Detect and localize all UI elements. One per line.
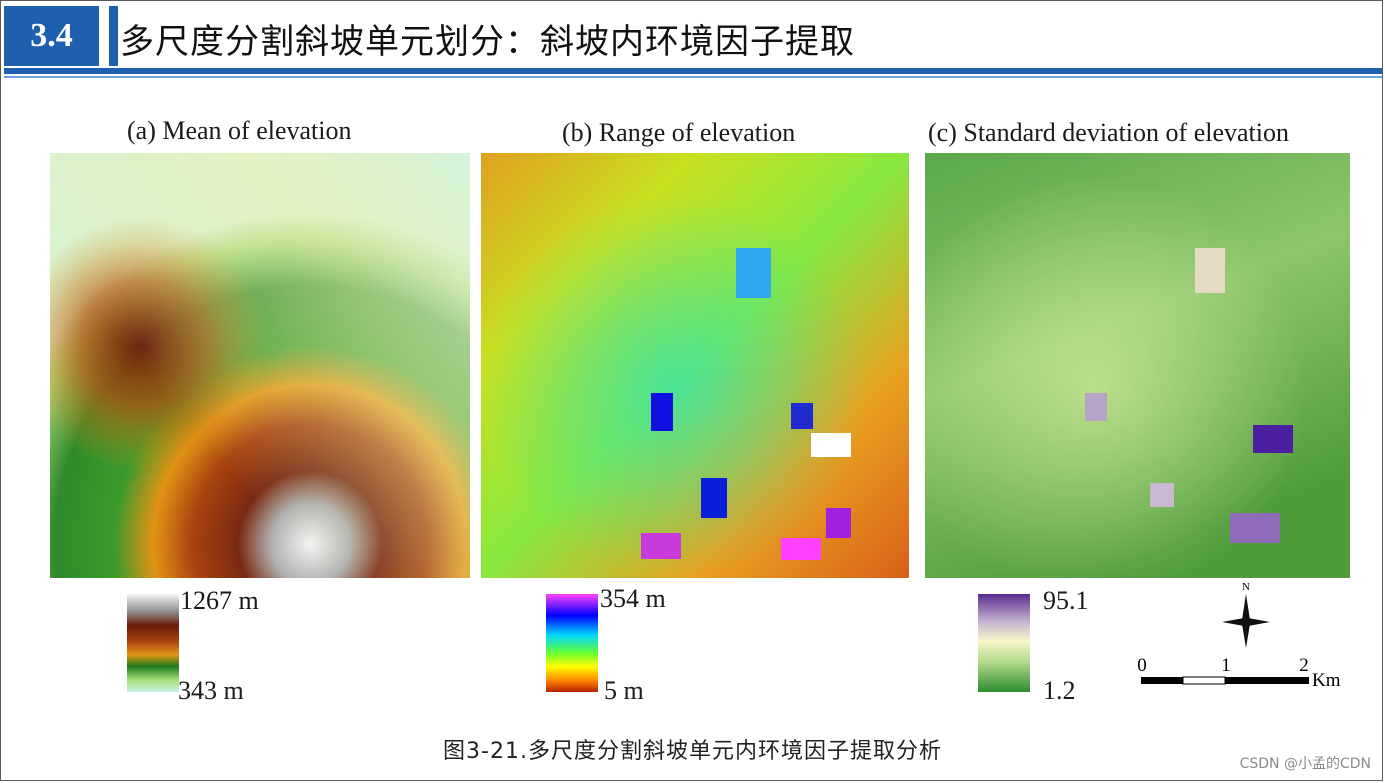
legend-b-min: 5 m [604, 676, 644, 705]
north-arrow-icon: N [1222, 581, 1270, 648]
watermark: CSDN @小孟的CDN [1239, 756, 1371, 772]
panel-c-title: (c) Standard deviation of elevation [928, 118, 1289, 147]
title-accent-bar [109, 6, 118, 66]
legend-b-max: 354 m [600, 584, 666, 613]
legend-a-colorbar [127, 594, 179, 692]
legend-c-colorbar [978, 594, 1030, 692]
scale-tick-2: 2 [1299, 655, 1309, 676]
panel-a-title: (a) Mean of elevation [127, 116, 352, 145]
map-mean-elevation [50, 153, 470, 578]
map-range-elevation [481, 153, 909, 578]
north-label: N [1242, 581, 1250, 593]
scale-tick-1: 1 [1221, 655, 1231, 676]
header-rule [4, 68, 1382, 74]
figure-caption: 图3-21.多尺度分割斜坡单元内环境因子提取分析 [443, 739, 942, 764]
scale-tick-0: 0 [1137, 655, 1147, 676]
legend-c-min: 1.2 [1043, 676, 1076, 705]
header-rule-thin [4, 76, 1382, 78]
panel-b-title: (b) Range of elevation [562, 118, 796, 147]
legend-b-colorbar [546, 594, 598, 692]
slide-title: 多尺度分割斜坡单元划分：斜坡内环境因子提取 [120, 22, 855, 62]
map-std-elevation [925, 153, 1350, 578]
legend-a-max: 1267 m [180, 586, 259, 615]
scale-bar: 0 1 2 Km [1137, 655, 1341, 691]
section-number-badge: 3.4 [4, 6, 99, 66]
scale-unit: Km [1312, 670, 1341, 691]
legend-c-max: 95.1 [1043, 586, 1089, 615]
legend-a-min: 343 m [178, 676, 244, 705]
